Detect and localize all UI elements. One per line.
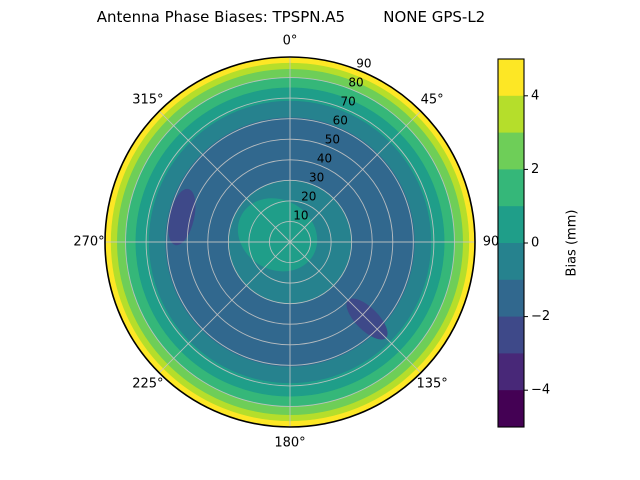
colorbar-tick-label: −4 <box>531 383 550 398</box>
colorbar-tick-label: 0 <box>531 236 539 251</box>
colorbar-band <box>498 206 524 244</box>
r-tick-label: 50 <box>325 133 340 147</box>
r-tick-label: 40 <box>317 152 332 166</box>
colorbar-band <box>498 243 524 281</box>
polar-grid-spoke <box>289 110 422 243</box>
chart-title: Antenna Phase Biases: TPSPN.A5 NONE GPS-… <box>96 8 486 26</box>
r-tick-label: 70 <box>340 95 355 109</box>
colorbar-tick-label: −2 <box>531 309 550 324</box>
colorbar-band <box>498 316 524 354</box>
colorbar-band <box>498 169 524 207</box>
r-tick-label: 30 <box>309 171 324 185</box>
colorbar-band <box>498 390 524 428</box>
r-tick-label: 20 <box>301 190 316 204</box>
theta-tick-label: 225° <box>132 377 163 392</box>
r-tick-label: 90 <box>356 57 371 71</box>
theta-tick-label: 315° <box>132 92 163 107</box>
colorbar-band <box>498 59 524 97</box>
polar-outline <box>104 56 476 428</box>
r-tick-label: 80 <box>348 76 363 90</box>
r-tick-label: 60 <box>333 114 348 128</box>
polar-grid-spoke <box>158 110 291 243</box>
polar-grid-spoke <box>289 241 422 374</box>
theta-tick-label: 135° <box>416 377 447 392</box>
colorbar-axis-label: Bias (mm) <box>565 210 580 277</box>
colorbar-band <box>498 353 524 391</box>
colorbar-band <box>498 279 524 318</box>
theta-tick-label: 0° <box>283 34 298 49</box>
colorbar-tick-label: 4 <box>531 88 539 103</box>
theta-tick-label: 270° <box>73 235 104 250</box>
contour-patch <box>168 188 196 246</box>
theta-tick-label: 90 <box>483 235 500 250</box>
colorbar-band <box>498 95 524 134</box>
r-tick-label: 10 <box>293 209 308 223</box>
polar-grid-spoke <box>158 241 291 374</box>
colorbar-tick-label: 2 <box>531 162 539 177</box>
theta-tick-label: 45° <box>421 92 444 107</box>
colorbar-band <box>498 132 524 170</box>
theta-tick-label: 180° <box>274 436 305 451</box>
